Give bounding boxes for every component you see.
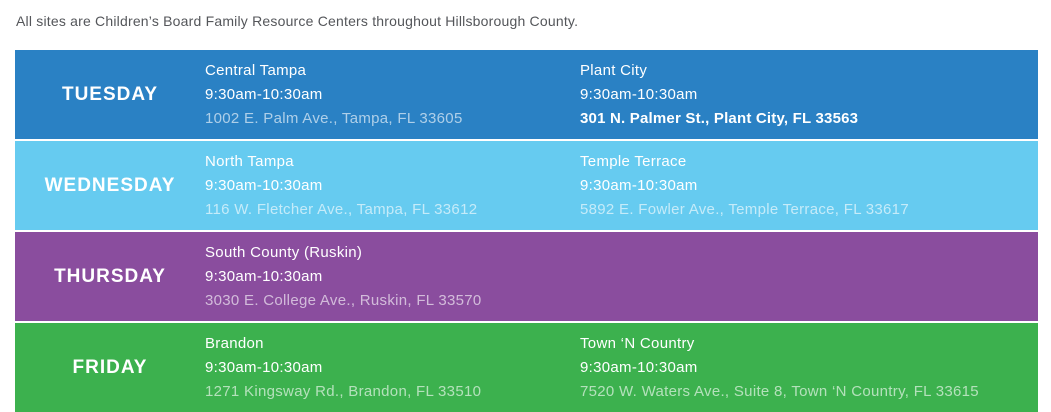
site-time: 9:30am-10:30am <box>580 177 698 194</box>
site-name: Brandon <box>205 335 264 352</box>
site-time: 9:30am-10:30am <box>205 268 323 285</box>
day-label-tuesday: TUESDAY <box>61 83 159 105</box>
site-cell-south-county-ruskin: South County (Ruskin) 9:30am-10:30am 303… <box>205 232 580 321</box>
site-address: 5892 E. Fowler Ave., Temple Terrace, FL … <box>580 201 909 218</box>
schedule-table: TUESDAY Central Tampa 9:30am-10:30am 100… <box>15 50 1038 412</box>
site-name: South County (Ruskin) <box>205 244 363 261</box>
site-name: Temple Terrace <box>580 153 687 170</box>
schedule-row-tuesday: TUESDAY Central Tampa 9:30am-10:30am 100… <box>15 50 1038 139</box>
site-address: 1271 Kingsway Rd., Brandon, FL 33510 <box>205 383 482 400</box>
site-cell-north-tampa: North Tampa 9:30am-10:30am 116 W. Fletch… <box>205 141 580 230</box>
site-time: 9:30am-10:30am <box>580 359 698 376</box>
site-name: North Tampa <box>205 153 294 170</box>
schedule-row-thursday: THURSDAY South County (Ruskin) 9:30am-10… <box>15 232 1038 321</box>
site-time: 9:30am-10:30am <box>205 177 323 194</box>
site-cell-temple-terrace: Temple Terrace 9:30am-10:30am 5892 E. Fo… <box>580 141 1038 230</box>
day-label-thursday: THURSDAY <box>54 265 166 287</box>
site-address: 7520 W. Waters Ave., Suite 8, Town ‘N Co… <box>580 383 979 400</box>
site-address: 116 W. Fletcher Ave., Tampa, FL 33612 <box>205 201 478 218</box>
site-cell-empty <box>580 232 1038 321</box>
day-label-friday: FRIDAY <box>72 356 148 378</box>
schedule-row-friday: FRIDAY Brandon 9:30am-10:30am 1271 Kings… <box>15 323 1038 412</box>
site-address: 301 N. Palmer St., Plant City, FL 33563 <box>580 110 859 127</box>
schedule-row-wednesday: WEDNESDAY North Tampa 9:30am-10:30am 116… <box>15 141 1038 230</box>
intro-text: All sites are Children’s Board Family Re… <box>16 13 579 29</box>
site-time: 9:30am-10:30am <box>205 86 323 103</box>
site-name: Town ‘N Country <box>580 335 695 352</box>
site-cell-plant-city: Plant City 9:30am-10:30am 301 N. Palmer … <box>580 50 1038 139</box>
site-address: 1002 E. Palm Ave., Tampa, FL 33605 <box>205 110 463 127</box>
site-cell-brandon: Brandon 9:30am-10:30am 1271 Kingsway Rd.… <box>205 323 580 412</box>
site-cell-central-tampa: Central Tampa 9:30am-10:30am 1002 E. Pal… <box>205 50 580 139</box>
site-name: Central Tampa <box>205 62 307 79</box>
day-label-wednesday: WEDNESDAY <box>44 174 176 196</box>
site-cell-town-n-country: Town ‘N Country 9:30am-10:30am 7520 W. W… <box>580 323 1038 412</box>
site-address: 3030 E. College Ave., Ruskin, FL 33570 <box>205 292 482 309</box>
site-time: 9:30am-10:30am <box>580 86 698 103</box>
site-time: 9:30am-10:30am <box>205 359 323 376</box>
site-name: Plant City <box>580 62 648 79</box>
